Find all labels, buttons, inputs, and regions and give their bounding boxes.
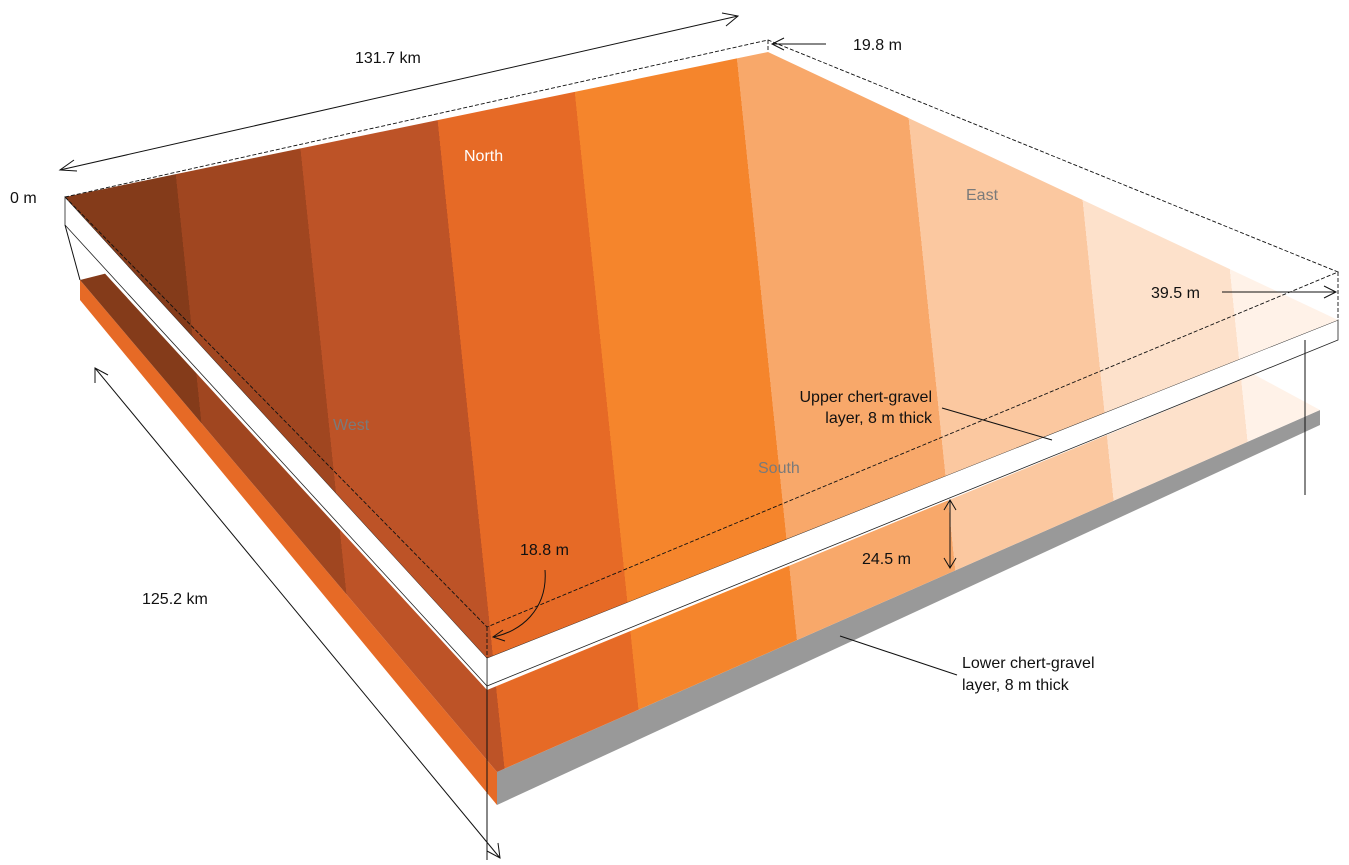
length-ew-label: 131.7 km xyxy=(355,50,421,67)
dimension-arrow-north-south xyxy=(94,367,501,859)
length-ns-label: 125.2 km xyxy=(142,591,208,608)
lower-layer-label-line1: Lower chert-gravel xyxy=(962,655,1095,672)
lower-layer-front-side xyxy=(497,410,1320,805)
elev-west-label: 0 m xyxy=(10,190,37,207)
west-label: West xyxy=(333,417,370,434)
elevation-pointer-south xyxy=(491,569,546,642)
lower-layer-left-side xyxy=(80,280,497,805)
upper-layer-top-surface xyxy=(65,52,1338,658)
elevation-pointer-east xyxy=(1222,285,1338,299)
reference-box-dashed xyxy=(64,39,1340,860)
south-label: South xyxy=(758,460,800,477)
upper-layer-label-line2: layer, 8 m thick xyxy=(825,410,933,427)
elevation-pointer-north xyxy=(770,37,826,51)
elev-north-label: 19.8 m xyxy=(853,37,902,54)
separation-arrow xyxy=(943,499,957,569)
upper-layer-label-line1: Upper chert-gravel xyxy=(800,389,933,406)
elev-east-label: 39.5 m xyxy=(1151,285,1200,302)
upper-layer-leader xyxy=(941,407,1053,441)
east-label: East xyxy=(966,187,999,204)
north-label: North xyxy=(464,148,503,165)
elev-south-label: 18.8 m xyxy=(520,542,569,559)
dimension-arrow-east-west xyxy=(58,12,740,172)
separation-label: 24.5 m xyxy=(862,551,911,568)
lower-layer-leader xyxy=(839,635,958,676)
lower-layer-label-line2: layer, 8 m thick xyxy=(962,677,1070,694)
